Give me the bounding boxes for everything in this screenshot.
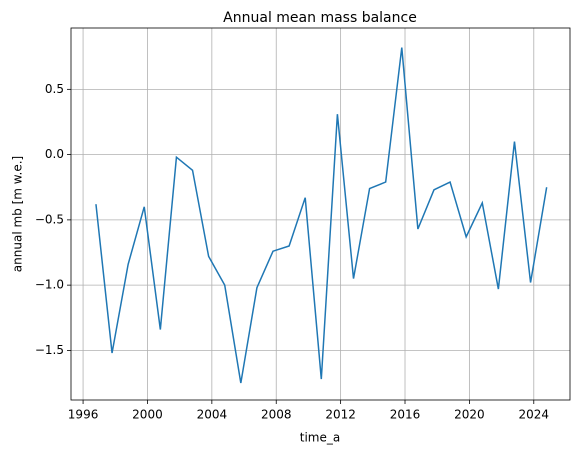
y-tick-label: −0.5: [35, 212, 64, 226]
y-tick-label: 0.0: [45, 147, 64, 161]
x-tick-label: 2016: [390, 408, 421, 422]
chart-title: Annual mean mass balance: [223, 10, 417, 26]
x-tick-label: 2012: [325, 408, 356, 422]
y-tick-label: −1.5: [35, 343, 64, 357]
x-tick-label: 1996: [68, 408, 99, 422]
x-tick-label: 2020: [454, 408, 485, 422]
y-tick-label: 0.5: [45, 82, 64, 96]
plot-frame: [70, 27, 571, 401]
line: [95, 47, 548, 384]
x-tick-label: 2024: [519, 408, 550, 422]
x-tick-label: 2000: [132, 408, 163, 422]
x-axis-label: time_a: [300, 431, 340, 445]
x-tick-label: 2008: [261, 408, 292, 422]
y-tick-label: −1.0: [35, 278, 64, 292]
y-axis-label: annual mb [m w.e.]: [11, 156, 25, 272]
x-tick-label: 2004: [197, 408, 228, 422]
